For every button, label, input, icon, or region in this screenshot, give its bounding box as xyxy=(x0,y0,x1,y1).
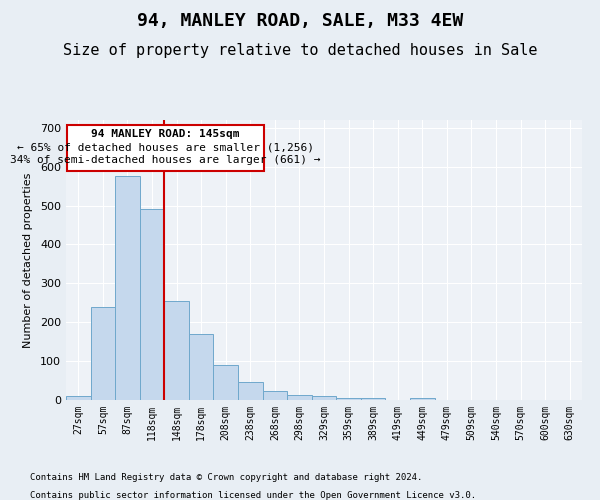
Bar xyxy=(312,396,336,400)
Bar xyxy=(66,396,91,400)
Text: Contains HM Land Registry data © Crown copyright and database right 2024.: Contains HM Land Registry data © Crown c… xyxy=(30,472,422,482)
Bar xyxy=(263,391,287,400)
Bar xyxy=(164,301,189,400)
Y-axis label: Number of detached properties: Number of detached properties xyxy=(23,172,33,348)
Bar xyxy=(91,306,115,400)
Text: Size of property relative to detached houses in Sale: Size of property relative to detached ho… xyxy=(63,42,537,58)
Text: 94 MANLEY ROAD: 145sqm: 94 MANLEY ROAD: 145sqm xyxy=(91,130,240,140)
Bar xyxy=(115,176,140,400)
Text: 94, MANLEY ROAD, SALE, M33 4EW: 94, MANLEY ROAD, SALE, M33 4EW xyxy=(137,12,463,30)
Text: Contains public sector information licensed under the Open Government Licence v3: Contains public sector information licen… xyxy=(30,491,476,500)
Bar xyxy=(140,210,164,400)
Bar xyxy=(238,382,263,400)
Bar xyxy=(287,396,312,400)
Bar xyxy=(189,334,214,400)
Text: ← 65% of detached houses are smaller (1,256): ← 65% of detached houses are smaller (1,… xyxy=(17,142,314,152)
Bar xyxy=(361,398,385,400)
Text: 34% of semi-detached houses are larger (661) →: 34% of semi-detached houses are larger (… xyxy=(10,155,321,165)
Bar xyxy=(336,398,361,400)
FancyBboxPatch shape xyxy=(67,124,264,170)
Bar xyxy=(214,365,238,400)
Bar xyxy=(410,398,434,400)
